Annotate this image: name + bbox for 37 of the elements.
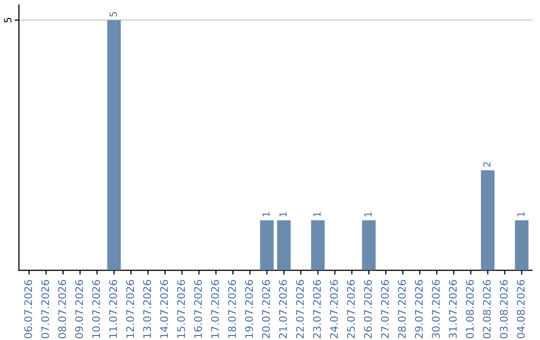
x-tick-label: 02.08.2026 xyxy=(482,280,491,338)
x-tick-label: 22.07.2026 xyxy=(296,280,304,338)
x-tick-label: 17.07.2026 xyxy=(211,280,219,338)
x-tick-label: 14.07.2026 xyxy=(160,280,168,338)
x-tick-label: 07.07.2026 xyxy=(41,280,50,338)
x-tick-label: 23.07.2026 xyxy=(313,280,321,338)
x-tick-label: 20.07.2026 xyxy=(262,280,270,338)
x-tick-label: 10.07.2026 xyxy=(92,280,100,338)
data-label: 1 xyxy=(364,212,372,216)
x-tick-label: 09.07.2026 xyxy=(75,280,84,338)
x-tick-label: 28.07.2026 xyxy=(398,280,406,338)
x-tick-label: 24.07.2026 xyxy=(330,280,338,338)
x-tick-label: 16.07.2026 xyxy=(194,280,202,338)
x-tick-label: 30.07.2026 xyxy=(432,280,440,338)
data-label: 5 xyxy=(110,12,117,17)
x-tick-label: 11.07.2026 xyxy=(109,280,118,338)
x-tick-label: 21.07.2026 xyxy=(279,280,287,338)
x-tick-label: 31.07.2026 xyxy=(448,280,457,338)
x-tick-label: 03.08.2026 xyxy=(500,280,508,338)
x-tick-label: 29.07.2026 xyxy=(414,280,423,338)
x-tick-label: 26.07.2026 xyxy=(364,280,372,338)
x-tick-label: 01.08.2026 xyxy=(466,280,474,338)
x-tick-label: 13.07.2026 xyxy=(143,280,152,338)
x-tick-label: 08.07.2026 xyxy=(58,280,66,338)
x-tick-label: 06.07.2026 xyxy=(24,280,32,338)
x-tick-label: 18.07.2026 xyxy=(228,280,236,338)
data-label: 1 xyxy=(517,212,524,216)
x-tick-label: 27.07.2026 xyxy=(380,280,389,338)
x-tick-label: 04.08.2026 xyxy=(516,280,525,338)
x-tick-label: 12.07.2026 xyxy=(126,280,134,338)
x-tick-label: 19.07.2026 xyxy=(245,280,253,338)
x-tick-label: 15.07.2026 xyxy=(177,280,185,338)
data-label: 1 xyxy=(279,212,287,216)
x-tick-label: 25.07.2026 xyxy=(346,280,355,338)
data-label: 1 xyxy=(313,212,321,216)
data-label: 2 xyxy=(483,162,490,167)
data-label: 1 xyxy=(262,212,270,216)
